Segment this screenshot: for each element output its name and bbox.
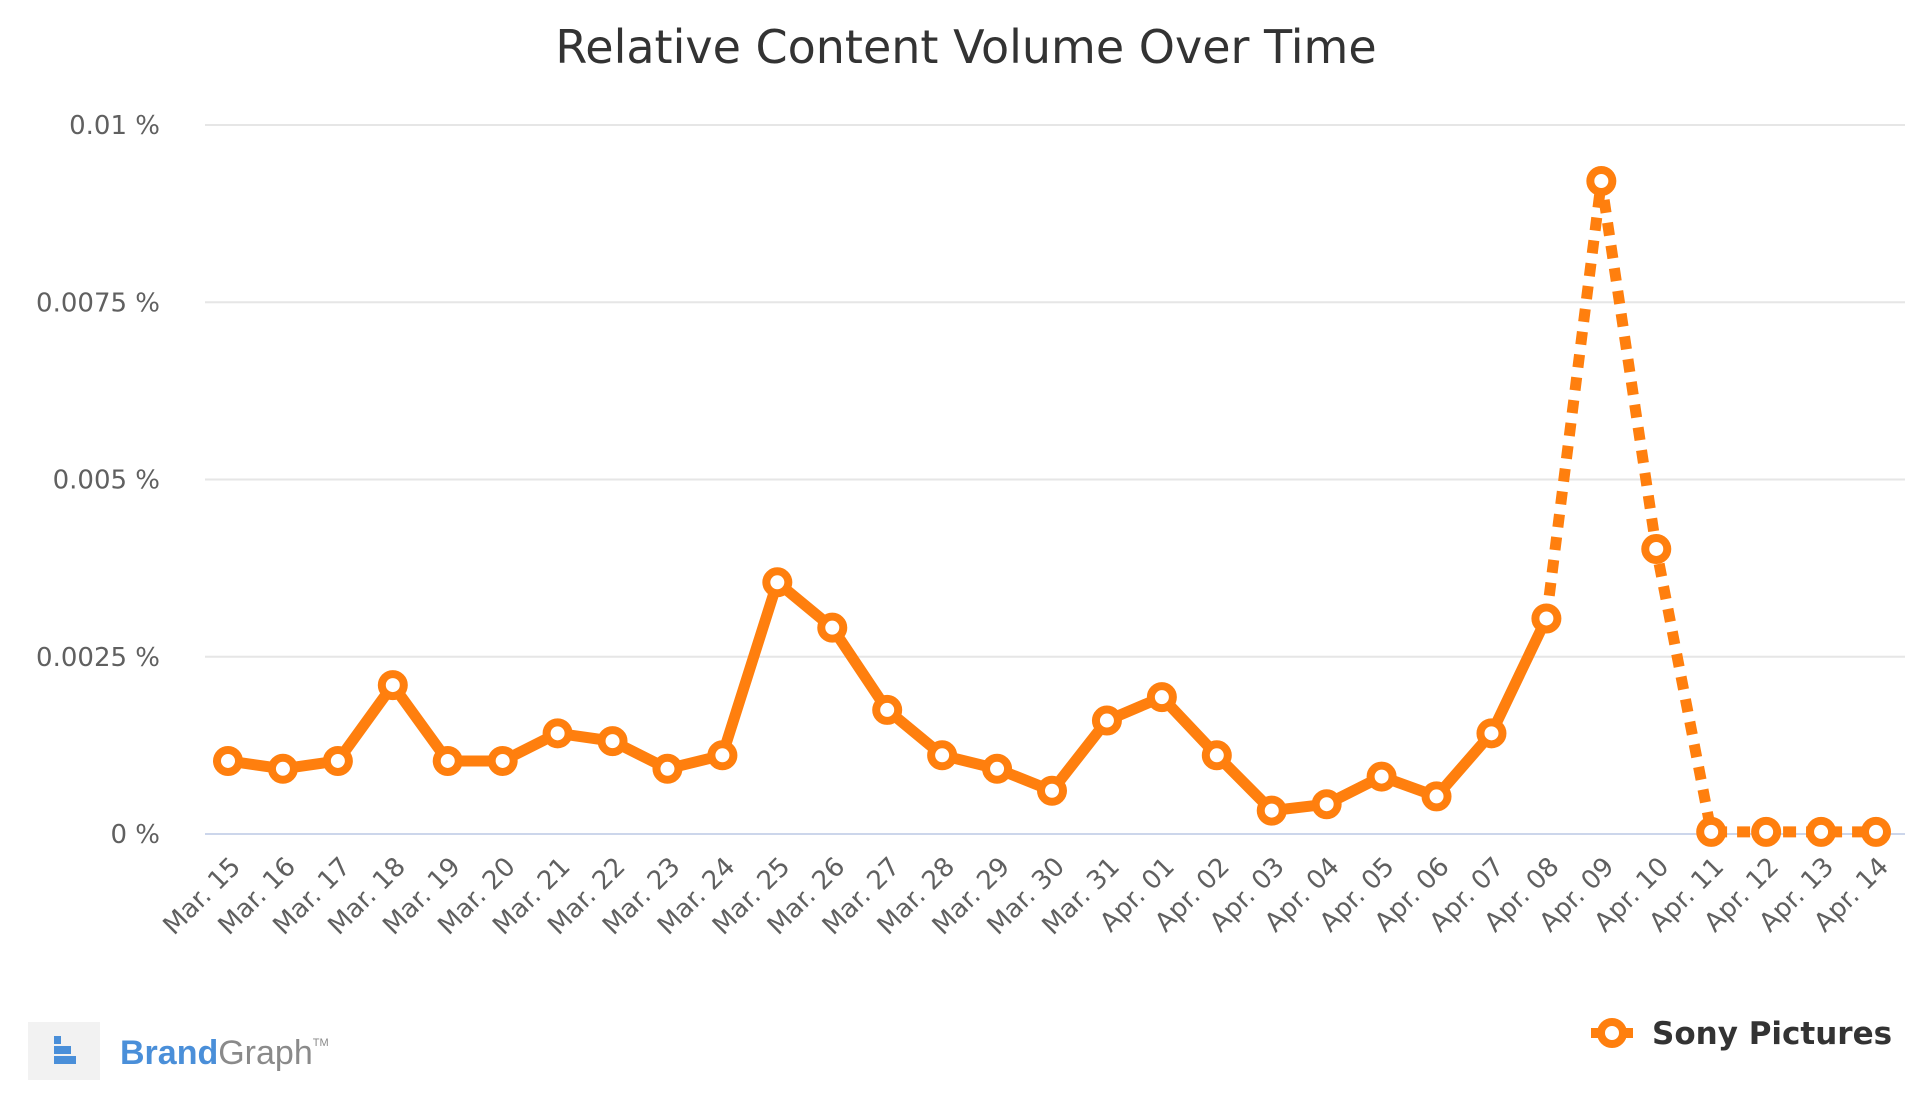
data-point: [1696, 816, 1727, 847]
y-tick-label: 0.005 %: [53, 466, 160, 496]
data-point: [1256, 795, 1287, 826]
data-point: [1476, 718, 1507, 749]
legend-label: Sony Pictures: [1652, 1016, 1892, 1052]
y-tick-label: 0 %: [110, 820, 160, 850]
data-point: [377, 670, 408, 701]
series-sony-pictures: [213, 166, 1891, 847]
data-point: [1366, 761, 1397, 792]
legend[interactable]: Sony Pictures: [1591, 1016, 1892, 1052]
brandgraph-wordmark-graph: Graph: [218, 1034, 313, 1072]
data-point: [1806, 816, 1837, 847]
data-point: [1311, 789, 1342, 820]
y-axis-labels: 0 % 0.0025 % 0.005 % 0.0075 % 0.01 %: [36, 111, 160, 850]
data-point: [927, 740, 958, 771]
data-point: [872, 694, 903, 725]
brandgraph-logo[interactable]: BrandGraphTM: [28, 1022, 329, 1080]
legend-marker-swatch: [1597, 1018, 1627, 1048]
data-point: [652, 753, 683, 784]
brandgraph-wordmark-brand: Brand: [120, 1034, 218, 1072]
data-point: [1641, 533, 1672, 564]
brandgraph-wordmark: BrandGraphTM: [120, 1034, 329, 1072]
data-point: [487, 745, 518, 776]
brandgraph-trademark: TM: [313, 1037, 329, 1049]
data-point: [1091, 705, 1122, 736]
y-tick-label: 0.01 %: [69, 111, 160, 141]
y-tick-label: 0.0075 %: [36, 288, 160, 318]
brandgraph-logo-icon: [28, 1022, 100, 1080]
data-point: [597, 726, 628, 757]
chart-title: Relative Content Volume Over Time: [555, 20, 1376, 74]
series-line-dashed: [1540, 175, 1876, 838]
data-point: [762, 567, 793, 598]
data-point: [322, 745, 353, 776]
data-point: [542, 718, 573, 749]
data-point: [982, 753, 1013, 784]
data-point: [817, 612, 848, 643]
data-point: [1201, 740, 1232, 771]
data-point: [1531, 603, 1562, 634]
data-point: [432, 745, 463, 776]
data-point: [1751, 816, 1782, 847]
data-point: [267, 753, 298, 784]
data-point: [707, 740, 738, 771]
data-point: [1037, 775, 1067, 806]
data-point: [1861, 816, 1891, 847]
data-point: [213, 745, 243, 776]
y-tick-label: 0.0025 %: [36, 643, 160, 673]
data-point: [1421, 781, 1452, 812]
data-point: [1146, 682, 1177, 713]
data-point: [1586, 166, 1617, 197]
